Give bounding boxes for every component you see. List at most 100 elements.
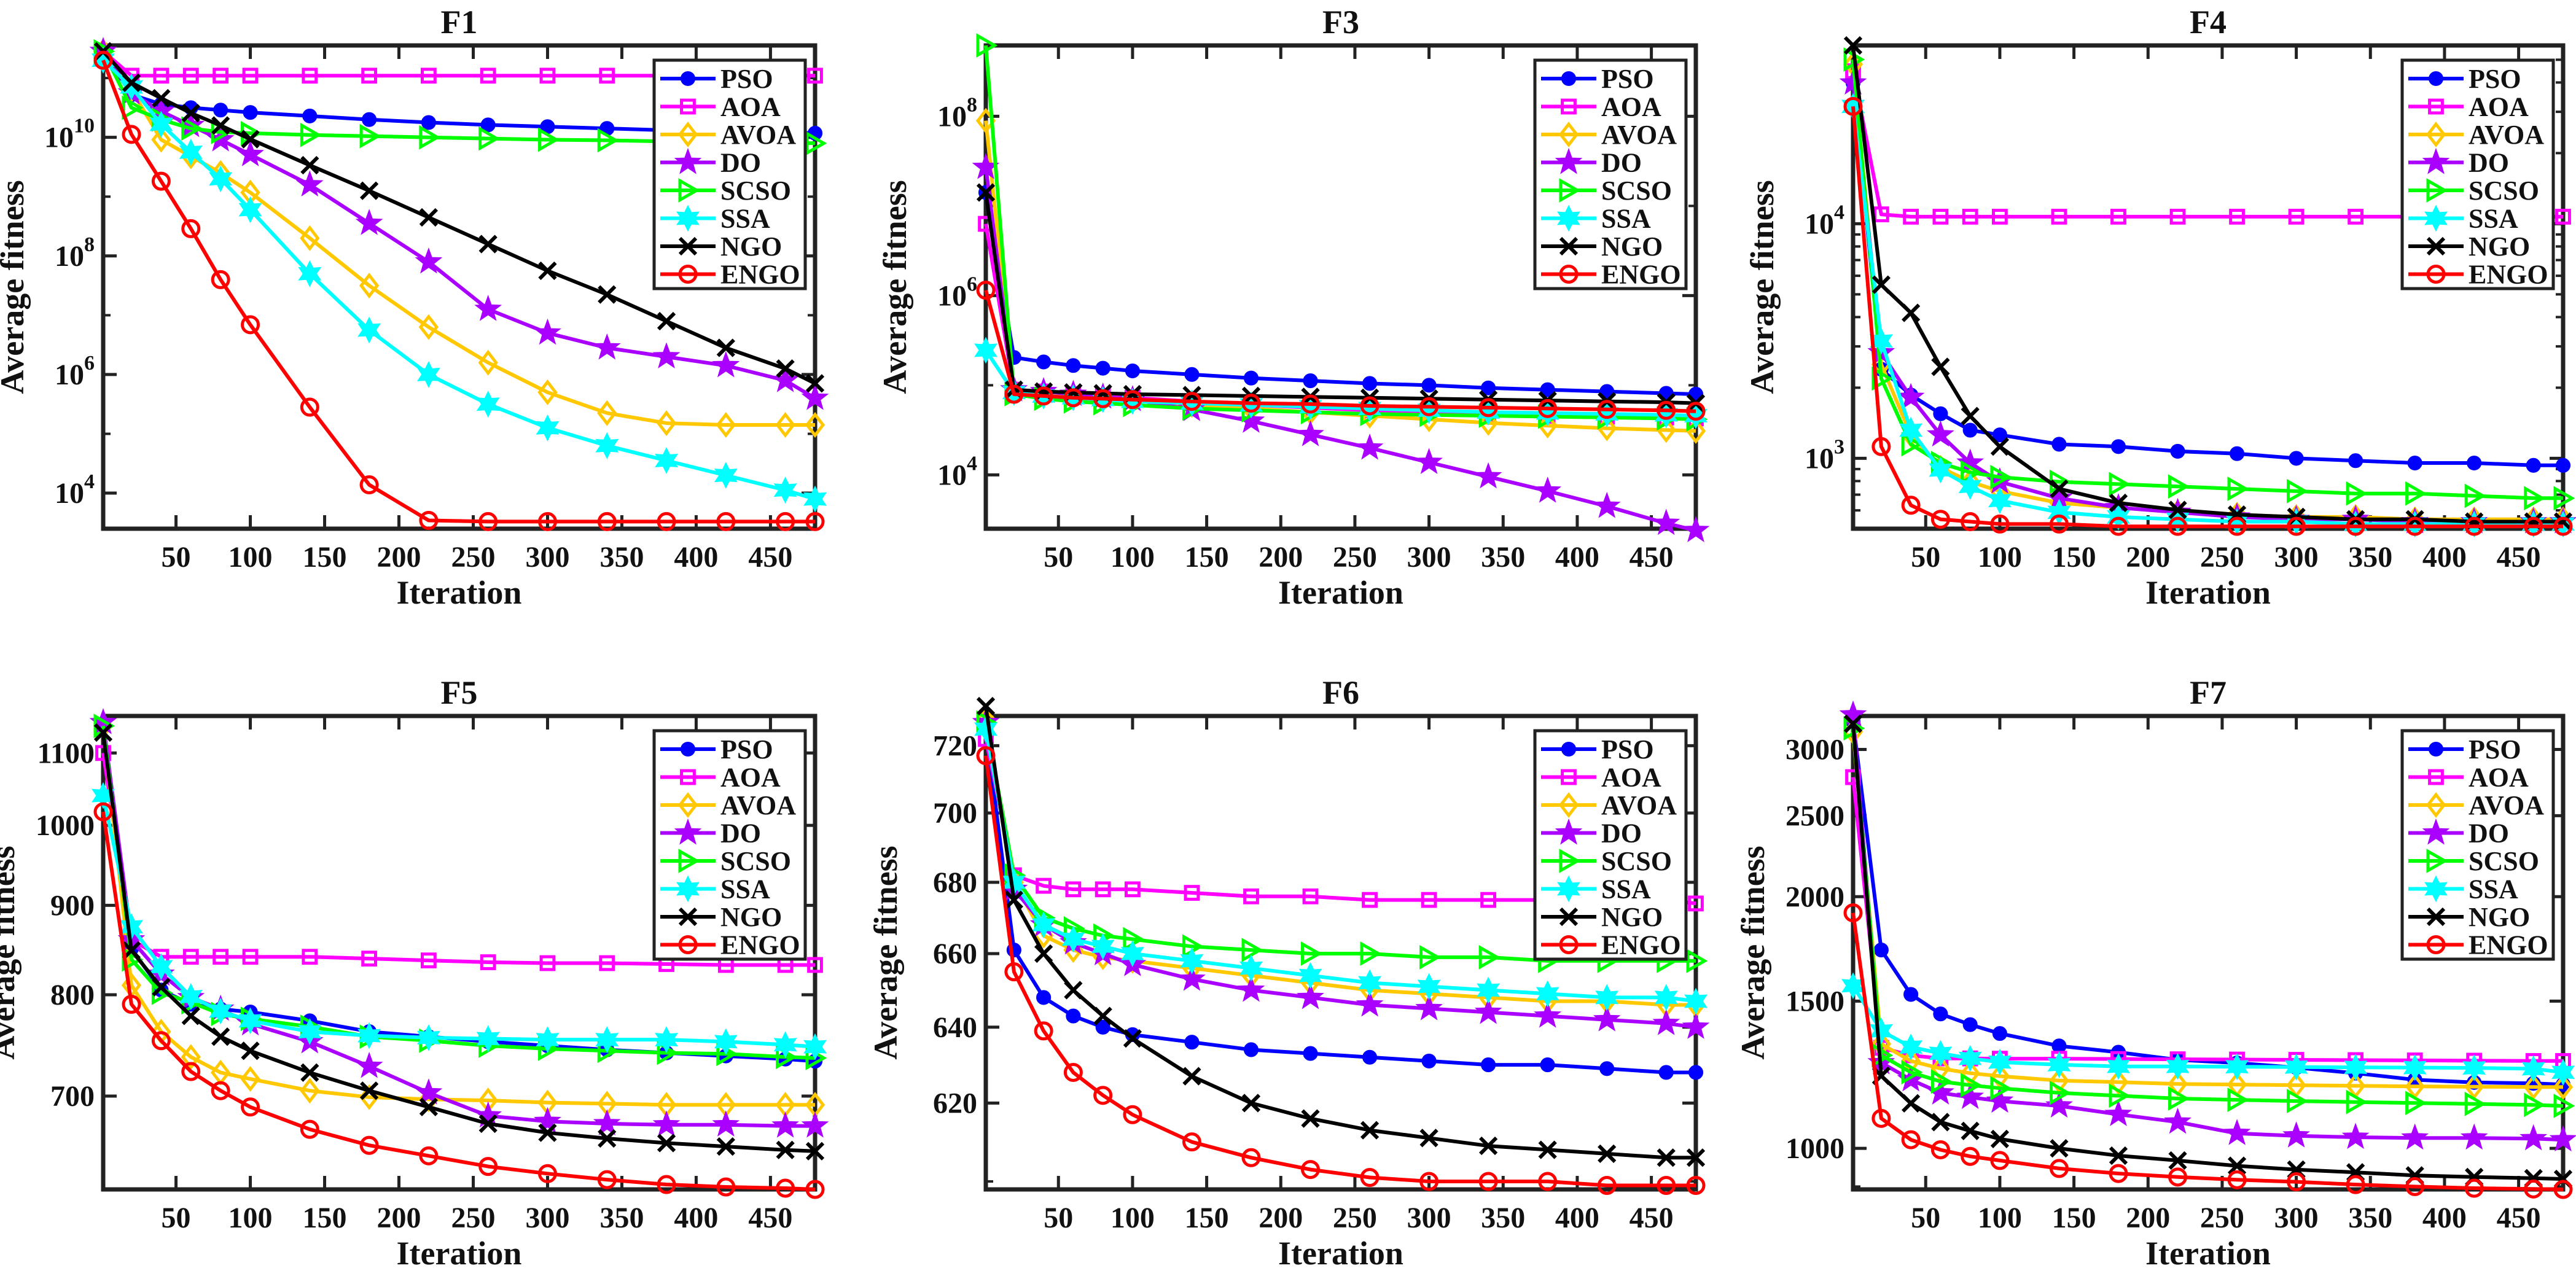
x-tick-label: 400 [674, 541, 718, 574]
data-point [1958, 1045, 1982, 1072]
data-point [1360, 1121, 1380, 1140]
data-point [1421, 378, 1437, 393]
data-point [480, 954, 496, 970]
data-point [152, 88, 171, 108]
data-point [359, 273, 380, 299]
series-line [1851, 731, 2563, 1089]
data-point [474, 295, 502, 321]
data-point [1901, 1060, 1923, 1085]
y-tick-label: 800 [50, 979, 95, 1011]
data-point [1872, 366, 1894, 391]
data-point [1843, 903, 1863, 923]
legend-item-aoa: AOA [660, 763, 781, 793]
data-point [1182, 392, 1201, 411]
legend-marker-icon [680, 71, 696, 87]
data-point [1066, 358, 1081, 373]
data-point [1477, 976, 1501, 1004]
data-point [302, 68, 318, 84]
x-tick-label: 200 [2126, 541, 2170, 574]
legend-label: AVOA [1601, 120, 1677, 150]
data-point [593, 333, 621, 360]
data-point [211, 1027, 230, 1046]
data-point [1933, 1006, 1948, 1022]
x-tick-label: 150 [1185, 541, 1229, 574]
data-point [1986, 1086, 2014, 1113]
series-line [984, 289, 1696, 413]
data-point [976, 183, 996, 202]
data-point [2051, 437, 2067, 452]
data-point [420, 952, 437, 968]
legend-label: ENGO [2469, 260, 2548, 290]
data-point [807, 957, 823, 973]
data-point [1095, 1019, 1110, 1035]
data-point [1239, 954, 1263, 982]
data-point [656, 410, 677, 437]
data-point [2109, 493, 2128, 513]
data-point [1990, 514, 2010, 534]
legend-item-avoa: AVOA [2408, 790, 2544, 820]
x-tick-label: 450 [1630, 541, 1674, 574]
data-point [2464, 1091, 2486, 1116]
data-point [1961, 407, 1980, 426]
legend-marker-icon [2424, 204, 2448, 232]
data-point [1538, 1140, 1557, 1159]
legend-item-scso: SCSO [1541, 176, 1672, 206]
legend-label: NGO [2469, 902, 2530, 932]
data-point [1298, 393, 1322, 421]
legend-box [652, 729, 807, 961]
data-point [1956, 1083, 1985, 1109]
y-tick-label: 900 [50, 889, 95, 922]
legend-label: ENGO [720, 260, 800, 290]
data-point [1962, 1017, 1978, 1032]
data-point [359, 123, 381, 149]
data-point [241, 1097, 260, 1117]
data-point [1961, 1121, 1980, 1140]
data-point [1478, 1172, 1498, 1191]
data-point [1301, 1160, 1321, 1180]
x-tick-label: 150 [2052, 541, 2096, 574]
data-point [976, 281, 996, 300]
x-tick-label: 150 [2052, 1202, 2096, 1234]
data-point [1686, 948, 1708, 973]
data-point [362, 112, 377, 127]
y-tick-label: 108 [937, 93, 977, 133]
legend-label: AOA [2469, 763, 2529, 793]
data-point [655, 447, 679, 474]
y-tick-base: 10 [937, 100, 967, 133]
data-point [2168, 500, 2187, 519]
legend-marker-icon [2422, 818, 2450, 845]
data-point [807, 68, 823, 84]
legend-item-engo: ENGO [2408, 930, 2548, 960]
data-point [152, 978, 171, 997]
legend-box [2400, 58, 2555, 290]
data-point [974, 715, 997, 743]
data-point [1992, 208, 2008, 225]
data-point [714, 1028, 738, 1056]
legend-label: SCSO [1601, 176, 1672, 206]
x-tick-label: 50 [1911, 1202, 1940, 1234]
data-point [2227, 1170, 2247, 1189]
subplot-f3: 50 100 150 200 250 300 350 400 450104106108F3Ite… [876, 4, 1710, 611]
data-point [419, 1146, 439, 1165]
data-point [1901, 496, 1921, 515]
x-tick-label: 300 [525, 541, 569, 574]
legend-item-aoa: AOA [1541, 92, 1661, 122]
y-tick-exponent: 6 [84, 352, 95, 375]
data-point [1897, 383, 1925, 410]
data-point [361, 68, 378, 84]
data-point [478, 126, 501, 151]
data-point [2229, 208, 2245, 225]
data-point [1125, 881, 1141, 898]
data-point [478, 349, 498, 376]
data-point [416, 360, 440, 388]
x-axis-label: Iteration [397, 1235, 522, 1272]
data-point [2050, 479, 2069, 499]
y-axis-label: Average fitness [867, 846, 904, 1059]
legend-marker-icon [1558, 792, 1579, 819]
data-point [2346, 481, 2368, 506]
data-point [1125, 363, 1140, 379]
data-point [655, 1026, 679, 1054]
y-tick-exponent: 6 [967, 273, 977, 295]
data-point [1036, 354, 1052, 370]
